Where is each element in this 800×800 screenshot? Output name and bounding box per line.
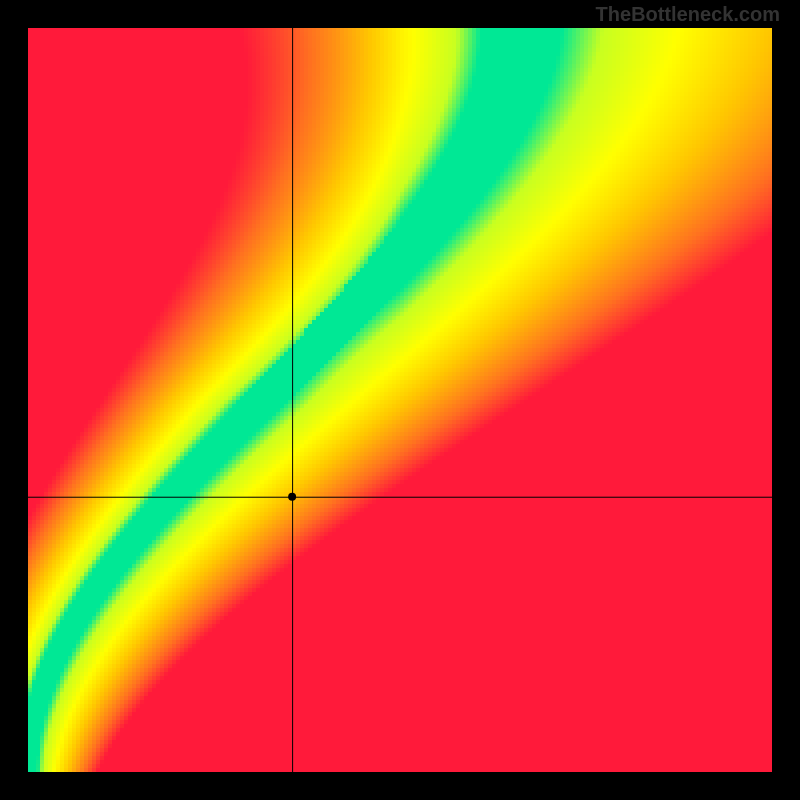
heatmap-plot: [28, 28, 772, 772]
watermark-text: TheBottleneck.com: [596, 4, 780, 27]
heatmap-canvas: [28, 28, 772, 772]
chart-container: TheBottleneck.com: [0, 0, 800, 800]
